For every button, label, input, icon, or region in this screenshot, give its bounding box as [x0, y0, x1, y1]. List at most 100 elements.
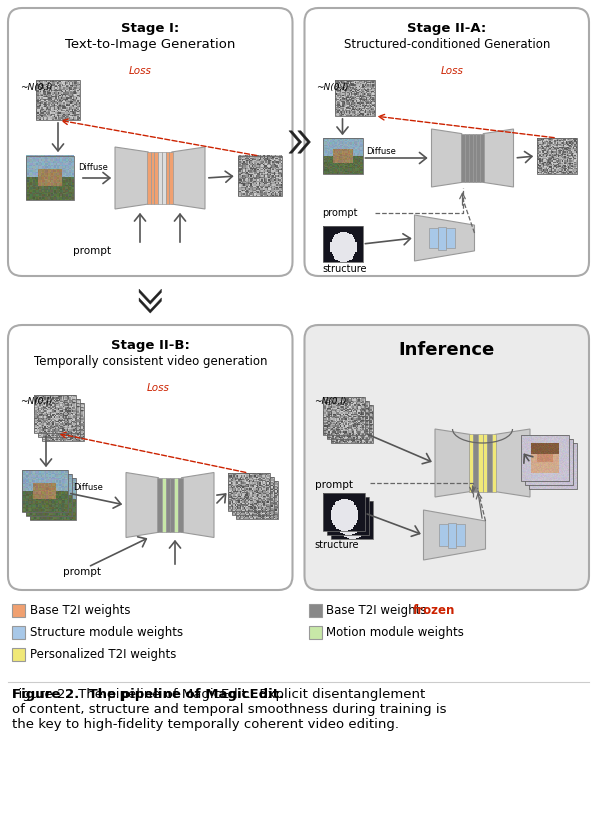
Text: structure: structure [315, 540, 359, 550]
Text: Base T2I weights: Base T2I weights [30, 604, 131, 617]
Bar [476, 133, 481, 183]
Bar [478, 434, 482, 492]
Bar [158, 152, 162, 204]
Bar [22, 470, 68, 512]
Text: Diffuse: Diffuse [73, 483, 103, 492]
Bar [322, 226, 362, 262]
Text: Diffuse: Diffuse [367, 147, 396, 156]
Text: Structured-conditioned Generation: Structured-conditioned Generation [343, 38, 550, 51]
FancyBboxPatch shape [8, 8, 293, 276]
Text: Loss: Loss [146, 383, 170, 393]
Bar [151, 152, 155, 204]
Bar [491, 434, 496, 492]
Bar [487, 434, 491, 492]
Bar [529, 443, 577, 489]
Text: ~N(0,I): ~N(0,I) [20, 397, 53, 406]
Text: Stage II-B:: Stage II-B: [111, 339, 190, 352]
Polygon shape [289, 131, 301, 153]
Bar [327, 497, 368, 535]
Bar [162, 152, 165, 204]
Bar [158, 478, 162, 532]
Text: prompt: prompt [63, 567, 101, 577]
Bar [165, 152, 169, 204]
Bar [331, 405, 373, 443]
Bar [461, 133, 464, 183]
Bar [30, 478, 76, 520]
Bar [147, 152, 151, 204]
Bar [322, 397, 365, 435]
Bar [448, 523, 456, 547]
FancyBboxPatch shape [8, 325, 293, 590]
Polygon shape [495, 429, 530, 497]
Bar [12, 626, 25, 639]
Bar [472, 133, 476, 183]
Bar [439, 525, 448, 546]
Text: ~N(0,I): ~N(0,I) [315, 397, 347, 406]
Text: Loss: Loss [128, 66, 152, 76]
Bar [174, 478, 179, 532]
Bar [227, 473, 269, 511]
Bar [12, 604, 25, 617]
Bar [38, 399, 80, 437]
Bar [331, 501, 373, 539]
Bar [322, 138, 362, 174]
Bar [482, 434, 487, 492]
Bar [521, 435, 569, 481]
Polygon shape [139, 289, 161, 304]
Bar [525, 439, 573, 485]
Bar [166, 478, 170, 532]
Bar [537, 138, 577, 174]
Polygon shape [432, 129, 462, 187]
FancyBboxPatch shape [304, 8, 589, 276]
Text: prompt: prompt [73, 246, 111, 256]
FancyBboxPatch shape [304, 325, 589, 590]
Text: Text-to-Image Generation: Text-to-Image Generation [65, 38, 235, 51]
Bar [34, 395, 76, 433]
Bar [438, 226, 446, 250]
Bar [481, 133, 484, 183]
Bar [179, 478, 183, 532]
Bar [26, 474, 72, 516]
Polygon shape [483, 129, 513, 187]
Text: Diffuse: Diffuse [78, 163, 108, 173]
Bar [12, 648, 25, 661]
Bar [327, 401, 368, 439]
Bar [170, 478, 174, 532]
Text: ~N(0,I): ~N(0,I) [316, 83, 349, 92]
Polygon shape [172, 147, 205, 209]
Bar [169, 152, 173, 204]
Text: Temporally consistent video generation: Temporally consistent video generation [33, 355, 267, 368]
Bar [456, 525, 465, 546]
Bar [469, 434, 473, 492]
Bar [469, 133, 472, 183]
Polygon shape [126, 473, 159, 537]
Bar [155, 152, 158, 204]
Text: Loss: Loss [441, 66, 464, 76]
Text: prompt: prompt [315, 480, 352, 490]
Bar [429, 228, 438, 248]
Text: Stage I:: Stage I: [121, 22, 179, 35]
Bar [162, 478, 166, 532]
Bar [322, 493, 365, 531]
Bar [238, 156, 282, 196]
Text: Personalized T2I weights: Personalized T2I weights [30, 648, 176, 661]
Polygon shape [435, 429, 470, 497]
Text: frozen: frozen [413, 604, 456, 617]
Text: Figure 2.  The pipeline of MagicEdit.: Figure 2. The pipeline of MagicEdit. [12, 688, 284, 701]
Polygon shape [139, 297, 161, 313]
Text: Structure module weights: Structure module weights [30, 626, 183, 639]
Bar [334, 80, 374, 116]
Bar [36, 80, 80, 120]
Bar [26, 156, 74, 200]
Polygon shape [298, 131, 310, 153]
Text: Inference: Inference [399, 341, 495, 359]
Bar [309, 604, 322, 617]
Bar [473, 434, 478, 492]
Text: Stage II-A:: Stage II-A: [407, 22, 487, 35]
Bar [464, 133, 469, 183]
Polygon shape [414, 215, 475, 261]
Text: ~N(0,I): ~N(0,I) [20, 83, 53, 92]
Bar [232, 477, 273, 515]
Bar [235, 481, 278, 519]
Text: prompt: prompt [322, 208, 358, 218]
